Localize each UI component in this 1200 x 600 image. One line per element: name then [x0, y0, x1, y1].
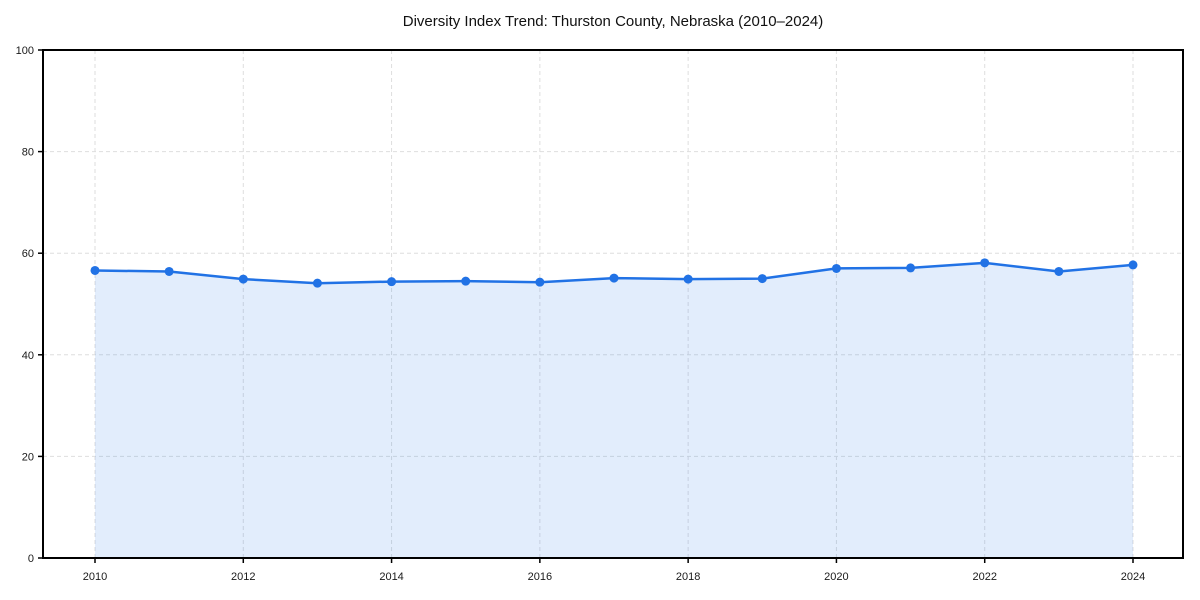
data-point-2018	[683, 274, 693, 284]
data-point-2020	[831, 263, 841, 273]
y-tick-label: 40	[22, 350, 34, 362]
data-point-2021	[906, 263, 916, 273]
y-tick-label: 80	[22, 147, 34, 159]
data-point-2011	[164, 266, 174, 276]
chart-title: Diversity Index Trend: Thurston County, …	[402, 13, 824, 30]
data-point-2013	[312, 278, 322, 288]
y-tick-label: 0	[28, 553, 34, 565]
x-tick-label: 2014	[379, 571, 403, 583]
x-tick-label: 2018	[676, 571, 700, 583]
data-point-2017	[609, 273, 619, 283]
data-point-2022	[980, 258, 990, 268]
data-point-2019	[757, 274, 767, 284]
x-tick-label: 2012	[231, 571, 255, 583]
x-tick-label: 2024	[1121, 571, 1145, 583]
data-point-2010	[90, 265, 100, 275]
data-point-2016	[535, 277, 545, 287]
data-point-2015	[461, 276, 471, 286]
x-tick-label: 2010	[83, 571, 107, 583]
y-tick-label: 100	[16, 45, 34, 57]
data-point-2023	[1054, 266, 1064, 276]
x-tick-label: 2016	[528, 571, 552, 583]
data-point-2012	[238, 274, 248, 284]
data-point-2014	[387, 277, 397, 287]
x-tick-label: 2020	[824, 571, 848, 583]
y-tick-label: 20	[22, 451, 34, 463]
y-tick-label: 60	[22, 248, 34, 260]
x-tick-label: 2022	[972, 571, 996, 583]
data-point-2024	[1128, 260, 1138, 270]
area-fill	[95, 262, 1133, 558]
axes-border	[42, 49, 1184, 559]
